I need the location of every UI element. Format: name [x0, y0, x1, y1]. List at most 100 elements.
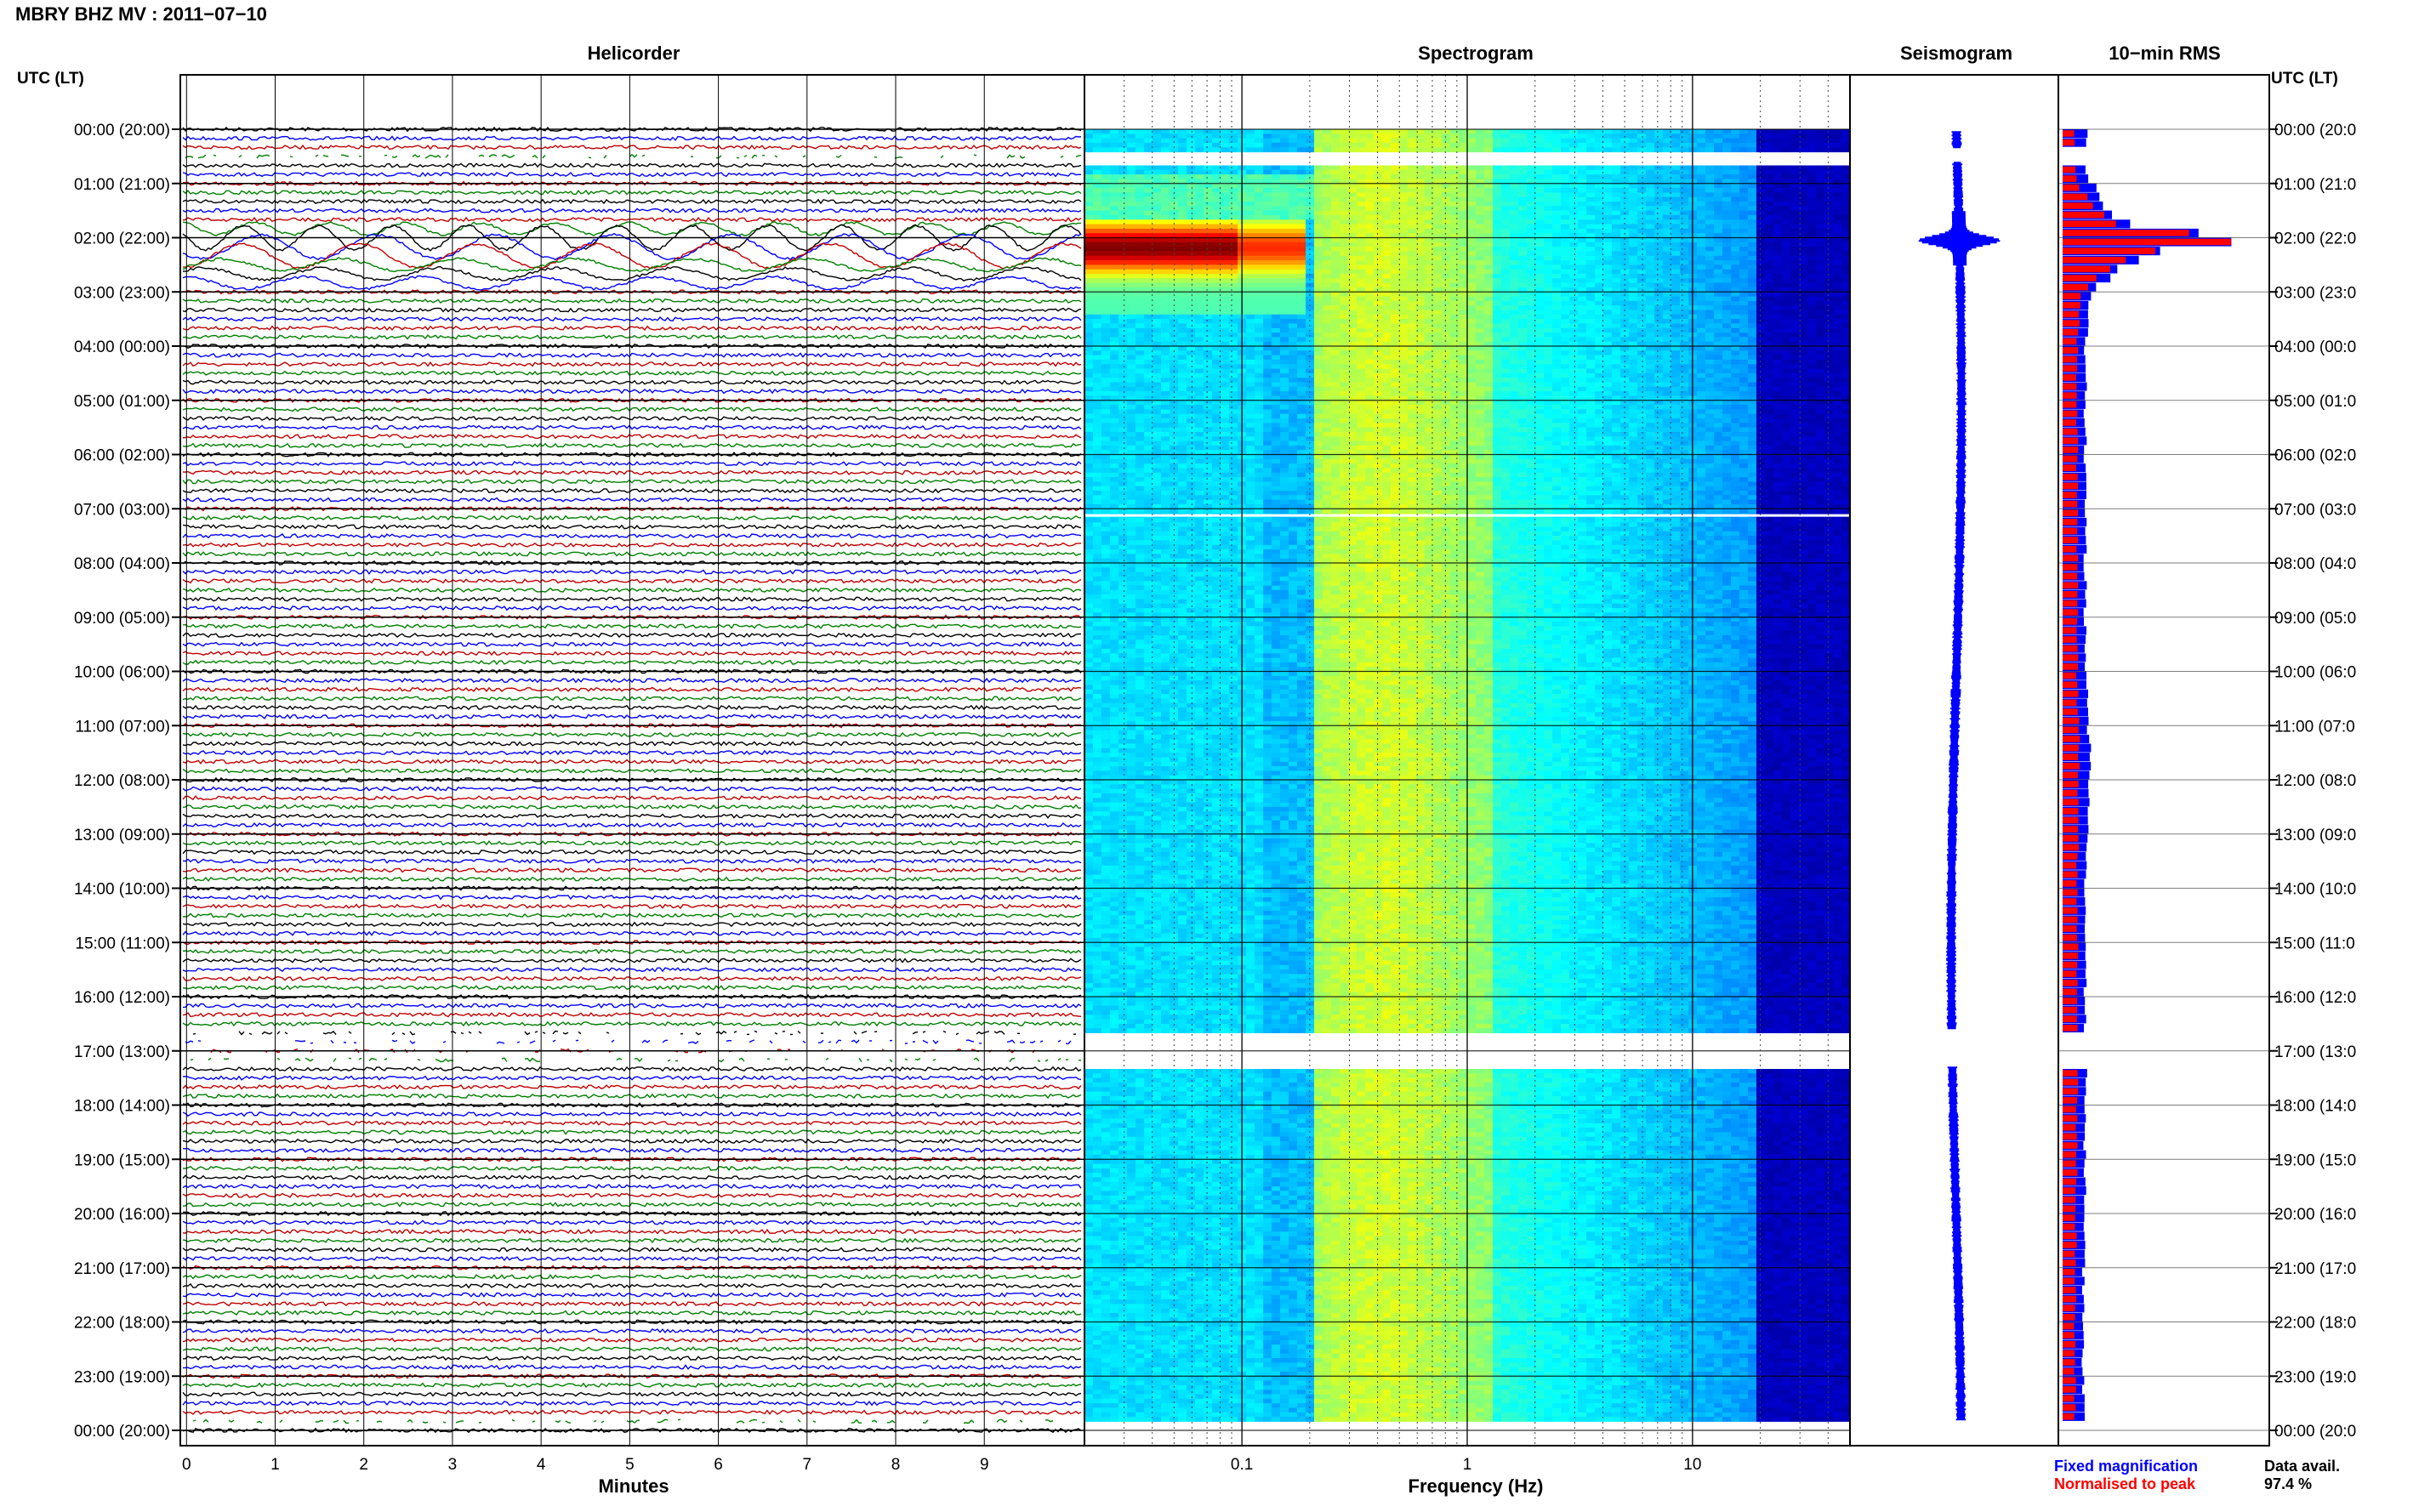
spectrogram-cell — [1816, 228, 1825, 234]
spectrogram-cell — [1433, 237, 1443, 243]
spectrogram-cell — [1501, 269, 1511, 275]
spectrogram-cell — [1127, 323, 1136, 329]
spectrogram-cell — [1510, 359, 1519, 365]
spectrogram-cell — [1110, 337, 1119, 343]
spectrogram-cell — [1586, 233, 1596, 238]
spectrogram-cell — [1663, 350, 1672, 356]
spectrogram-cell — [1722, 147, 1732, 153]
spectrogram-cell — [1297, 269, 1306, 275]
spectrogram-cell — [1374, 310, 1383, 315]
spectrogram-cell — [1663, 219, 1672, 225]
spectrogram-cell — [1739, 314, 1749, 320]
spectrogram-cell — [1195, 260, 1204, 265]
spectrogram-cell — [1569, 382, 1579, 388]
spectrogram-cell — [1161, 214, 1170, 220]
spectrogram-cell — [1705, 251, 1715, 257]
spectrogram-cell — [1748, 134, 1757, 139]
spectrogram-cell — [1680, 179, 1689, 185]
spectrogram-cell — [1714, 382, 1723, 388]
spectrogram-cell — [1459, 269, 1468, 275]
spectrogram-cell — [1578, 237, 1587, 243]
spectrogram-cell — [1323, 278, 1332, 284]
spectrogram-cell — [1297, 282, 1306, 288]
spectrogram-cell — [1841, 183, 1851, 189]
spectrogram-cell — [1722, 372, 1732, 378]
spectrogram-cell — [1544, 378, 1553, 383]
spectrogram-cell — [1331, 327, 1340, 333]
spectrogram-cell — [1680, 183, 1689, 189]
spectrogram-cell — [1501, 364, 1511, 370]
spectrogram-cell — [1144, 233, 1153, 238]
spectrogram-cell — [1357, 192, 1366, 198]
spectrogram-cell — [1212, 147, 1221, 153]
spectrogram-cell — [1144, 368, 1153, 374]
spectrogram-cell — [1765, 323, 1774, 329]
spectrogram-cell — [1340, 269, 1349, 275]
spectrogram-cell — [1136, 242, 1145, 247]
spectrogram-cell — [1450, 346, 1460, 351]
spectrogram-cell — [1697, 300, 1706, 306]
spectrogram-cell — [1654, 305, 1664, 310]
spectrogram-cell — [1518, 359, 1528, 365]
spectrogram-cell — [1484, 196, 1494, 202]
spectrogram-cell — [1476, 242, 1485, 247]
spectrogram-cell — [1595, 192, 1604, 198]
spectrogram-cell — [1221, 147, 1230, 153]
spectrogram-cell — [1680, 269, 1689, 275]
spectrogram-cell — [1442, 214, 1451, 220]
spectrogram-cell — [1399, 274, 1409, 279]
spectrogram-cell — [1187, 269, 1196, 275]
spectrogram-cell — [1807, 314, 1817, 320]
spectrogram-cell — [1629, 138, 1638, 144]
spectrogram-cell — [1229, 233, 1238, 238]
spectrogram-cell — [1306, 219, 1315, 225]
spectrogram-cell — [1272, 206, 1281, 212]
spectrogram-cell — [1425, 300, 1434, 306]
spectrogram-cell — [1841, 255, 1851, 261]
spectrogram-cell — [1748, 278, 1757, 284]
spectrogram-cell — [1790, 305, 1800, 310]
spectrogram-cell — [1714, 372, 1723, 378]
spectrogram-cell — [1084, 134, 1094, 139]
spectrogram-cell — [1187, 251, 1196, 257]
spectrogram-cell — [1603, 337, 1613, 343]
spectrogram-cell — [1773, 169, 1783, 175]
spectrogram-cell — [1357, 233, 1366, 238]
spectrogram-cell — [1442, 183, 1451, 189]
spectrogram-cell — [1161, 174, 1170, 179]
spectrogram-cell — [1272, 350, 1281, 356]
spectrogram-cell — [1195, 314, 1204, 320]
spectrogram-cell — [1544, 350, 1553, 356]
spectrogram-cell — [1680, 129, 1689, 134]
spectrogram-cell — [1289, 138, 1298, 144]
spectrogram-cell — [1756, 179, 1766, 185]
spectrogram-cell — [1501, 333, 1511, 338]
spectrogram-cell — [1280, 355, 1289, 361]
spectrogram-cell — [1340, 219, 1349, 225]
spectrogram-cell — [1603, 368, 1613, 374]
spectrogram-cell — [1544, 214, 1553, 220]
spectrogram-cell — [1127, 310, 1136, 315]
spectrogram-cell — [1144, 386, 1153, 392]
spectrogram-cell — [1399, 355, 1409, 361]
spectrogram-cell — [1739, 372, 1749, 378]
spectrogram-cell — [1382, 314, 1392, 320]
spectrogram-cell — [1484, 300, 1494, 306]
spectrogram-cell — [1348, 142, 1357, 148]
spectrogram-cell — [1603, 196, 1613, 202]
spectrogram-cell — [1408, 310, 1417, 315]
spectrogram-cell — [1170, 260, 1179, 265]
spectrogram-cell — [1612, 305, 1621, 310]
spectrogram-cell — [1459, 274, 1468, 279]
spectrogram-cell — [1756, 237, 1766, 243]
spectrogram-cell — [1663, 278, 1672, 284]
spectrogram-cell — [1255, 327, 1264, 333]
spectrogram-cell — [1170, 341, 1179, 347]
spectrogram-cell — [1118, 192, 1128, 198]
spectrogram-cell — [1348, 183, 1357, 189]
spectrogram-cell — [1552, 196, 1562, 202]
spectrogram-cell — [1586, 327, 1596, 333]
spectrogram-cell — [1518, 382, 1528, 388]
spectrogram-cell — [1782, 255, 1791, 261]
spectrogram-cell — [1408, 251, 1417, 257]
